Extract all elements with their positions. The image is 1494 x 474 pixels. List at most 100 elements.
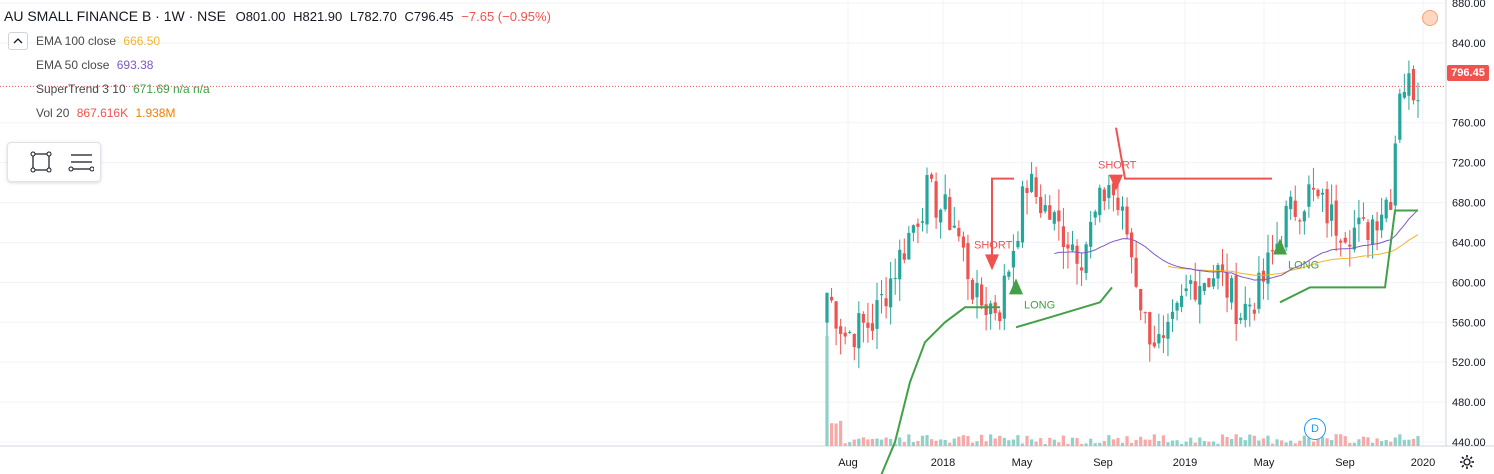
volume-bar — [866, 439, 870, 446]
candle-body — [1057, 210, 1061, 222]
candle-body — [1284, 205, 1288, 248]
volume-bar — [1066, 443, 1070, 446]
volume-bar — [1307, 437, 1311, 446]
volume-bar — [1029, 439, 1034, 446]
volume-bar — [1180, 443, 1184, 446]
candle-body — [1339, 240, 1343, 243]
rectangle-tool-button[interactable] — [26, 147, 56, 177]
volume-bar — [1398, 434, 1402, 446]
candle-body — [1052, 212, 1056, 224]
candle-body — [1243, 303, 1247, 320]
last-price-label: 796.45 — [1447, 65, 1489, 81]
gear-icon[interactable] — [1458, 453, 1476, 471]
signal-label: LONG — [1288, 259, 1319, 271]
volume-bar — [925, 435, 929, 446]
candle-body — [1398, 93, 1402, 140]
volume-bar — [1293, 443, 1297, 446]
volume-bars — [825, 336, 1420, 446]
indicator-volume[interactable]: Vol 20 867.616K 1.938M — [36, 106, 176, 120]
y-tick-label: 640.00 — [1452, 237, 1486, 249]
volume-bar — [1234, 434, 1238, 446]
x-tick-label: 2020 — [1411, 457, 1435, 469]
candle-body — [1125, 206, 1129, 235]
candle-body — [1102, 189, 1106, 202]
indicator-ema50[interactable]: EMA 50 close 693.38 — [36, 58, 154, 72]
collapse-indicators-button[interactable] — [8, 32, 28, 50]
volume-bar — [1320, 436, 1325, 446]
candle-body — [1152, 342, 1156, 347]
volume-bar — [1302, 435, 1306, 446]
volume-bar — [875, 438, 879, 446]
candle-body — [916, 223, 920, 227]
candle-body — [1225, 272, 1229, 298]
candle-body — [1079, 267, 1084, 271]
candle-body — [952, 225, 956, 228]
candle-body — [825, 292, 829, 323]
volume-bar — [1175, 440, 1179, 446]
indicator-ema100[interactable]: EMA 100 close 666.50 — [36, 34, 161, 48]
candle-body — [984, 304, 988, 315]
volume-bar — [1129, 442, 1134, 446]
drawing-toolbar — [7, 142, 101, 182]
candle-body — [1129, 232, 1134, 258]
candle-body — [1157, 334, 1161, 344]
candle-body — [1143, 312, 1147, 314]
candle-body — [1166, 321, 1170, 339]
volume-bar — [1352, 442, 1356, 446]
volume-bar — [1020, 443, 1025, 446]
volume-bar — [1284, 442, 1288, 446]
volume-bar — [993, 438, 997, 446]
volume-bar — [1116, 437, 1120, 446]
supertrend-down-line — [991, 177, 1014, 263]
volume-bar — [920, 435, 925, 446]
candle-body — [939, 209, 943, 223]
volume-bar — [893, 443, 897, 446]
volume-bar — [1084, 443, 1088, 446]
volume-bar — [1275, 439, 1279, 446]
symbol-title: AU SMALL FINANCE B · 1W · NSE — [4, 8, 226, 24]
volume-bar — [861, 437, 865, 446]
alert-icon[interactable] — [1422, 10, 1438, 26]
volume-bar — [948, 442, 952, 446]
volume-bar — [1325, 438, 1329, 446]
volume-bar — [998, 435, 1002, 446]
volume-bar — [1093, 443, 1097, 446]
short-signal-arrow — [985, 254, 999, 271]
volume-bar — [939, 439, 943, 446]
volume-bar — [1380, 441, 1384, 446]
candle-body — [1061, 226, 1065, 248]
long-signal-arrow — [1009, 278, 1023, 295]
candle-body — [848, 331, 852, 333]
candle-body — [1348, 244, 1352, 247]
candle-body — [920, 221, 925, 223]
volume-bar — [1198, 437, 1202, 446]
candle-body — [1384, 199, 1388, 219]
y-tick-label: 760.00 — [1452, 118, 1486, 130]
volume-bar — [870, 439, 875, 446]
volume-bar — [848, 442, 852, 446]
volume-bar — [1161, 435, 1166, 446]
volume-bar — [1025, 435, 1029, 446]
candle-body — [1393, 143, 1397, 206]
y-tick-label: 880.00 — [1452, 0, 1486, 10]
dividend-badge[interactable]: D — [1304, 418, 1326, 440]
volume-bar — [989, 434, 993, 446]
indicator-supertrend[interactable]: SuperTrend 3 10 671.69 n/a n/a — [36, 82, 210, 96]
candle-body — [1016, 240, 1020, 248]
volume-bar — [1152, 434, 1156, 446]
candle-body — [1193, 281, 1197, 300]
volume-bar — [1357, 439, 1361, 446]
ema100-line — [1167, 234, 1419, 276]
candle-body — [861, 313, 865, 323]
candle-body — [1380, 214, 1384, 231]
candle-body — [1198, 286, 1202, 305]
settings-lines-button[interactable] — [66, 147, 96, 177]
candle-body — [1089, 221, 1093, 247]
candle-body — [1175, 302, 1179, 311]
candle-body — [1116, 197, 1120, 210]
volume-bar — [1043, 443, 1047, 446]
candle-body — [1120, 206, 1125, 211]
candle-body — [1334, 200, 1338, 236]
candle-body — [948, 197, 952, 230]
